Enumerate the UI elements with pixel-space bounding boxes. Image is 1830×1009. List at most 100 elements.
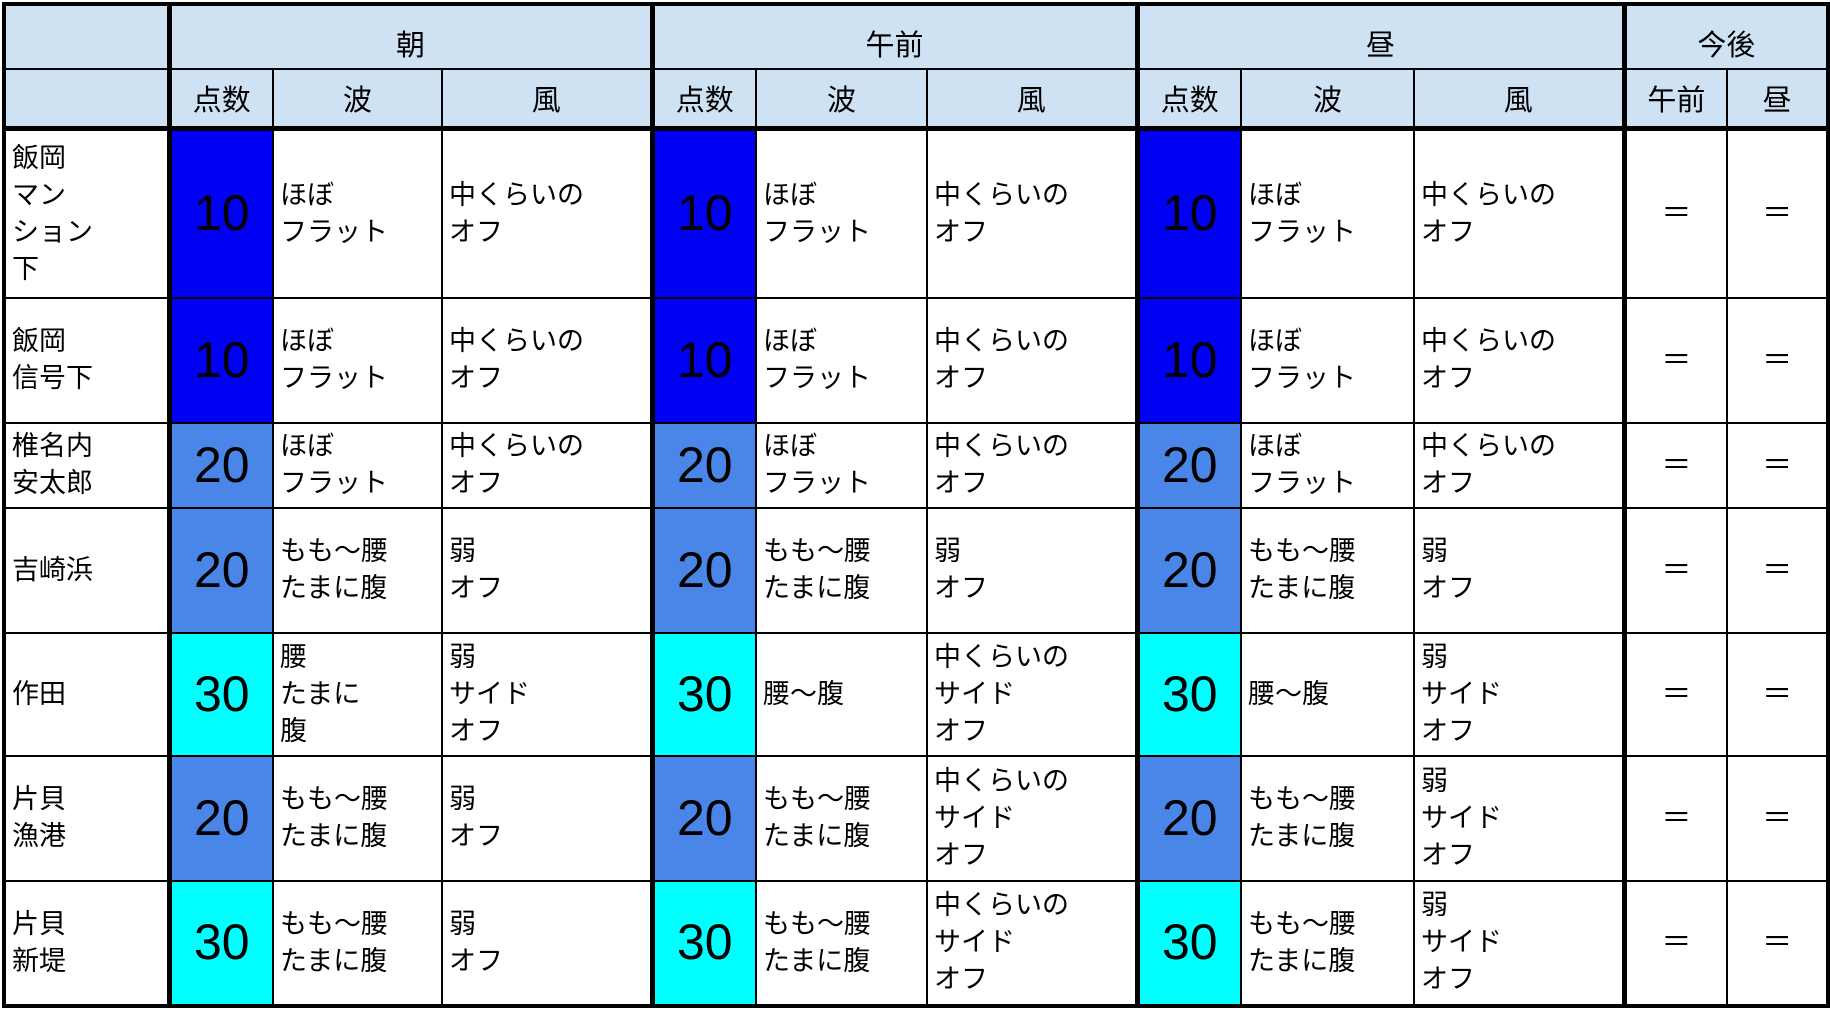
score-cell: 20 xyxy=(649,506,758,634)
future-forenoon-cell: ＝ xyxy=(1621,506,1729,634)
wave-cell: もも〜腰 たまに腹 xyxy=(1240,506,1416,634)
future-noon-cell: ＝ xyxy=(1726,506,1830,634)
score-cell: 30 xyxy=(649,879,758,1007)
score-cell: 20 xyxy=(649,754,758,882)
score-cell: 10 xyxy=(649,126,758,299)
wind-cell: 弱 サイド オフ xyxy=(1413,631,1626,757)
score-cell: 20 xyxy=(166,754,274,882)
wind-cell: 弱 オフ xyxy=(926,506,1139,634)
wind-cell: 中くらいの オフ xyxy=(440,296,654,424)
table-row: 飯岡 信号下 10 ほぼ フラット 中くらいの オフ 10 ほぼ フラット 中くらいの オフ… xyxy=(3,296,1830,424)
table-row: 片貝 新堤 30 もも〜腰 たまに腹弱 オフ 30 もも〜腰 たまに腹 中くらいの サイド… xyxy=(3,879,1830,1007)
period-header-row: 朝 午前 昼 今後 xyxy=(3,3,1830,70)
corner-cell xyxy=(3,3,170,70)
score-cell: 30 xyxy=(1134,631,1243,757)
wave-cell: もも〜腰 たまに腹 xyxy=(1240,879,1416,1007)
spot-name: 作田 xyxy=(3,631,170,757)
score-cell: 10 xyxy=(166,126,274,299)
table-row: 片貝 漁港 20 もも〜腰 たまに腹弱 オフ 20 もも〜腰 たまに腹 中くらいの サイド… xyxy=(3,754,1830,882)
wave-cell: 腰 たまに 腹 xyxy=(272,631,443,757)
wind-cell: 弱 サイド オフ xyxy=(440,631,654,757)
score-cell: 30 xyxy=(1134,879,1243,1007)
score-cell: 20 xyxy=(1134,506,1243,634)
future-forenoon-cell: ＝ xyxy=(1621,421,1729,509)
spot-name: 椎名内 安太郎 xyxy=(3,421,170,509)
wave-cell: ほぼ フラット xyxy=(755,421,929,509)
wind-cell: 中くらいの オフ xyxy=(1413,126,1626,299)
wind-cell: 中くらいの オフ xyxy=(926,421,1139,509)
wind-cell: 中くらいの サイド オフ xyxy=(926,631,1139,757)
wave-cell: もも〜腰 たまに腹 xyxy=(755,879,929,1007)
future-noon-cell: ＝ xyxy=(1726,296,1830,424)
future-noon-cell: ＝ xyxy=(1726,879,1830,1007)
col-header-wind: 風 xyxy=(440,68,654,130)
score-cell: 10 xyxy=(166,296,274,424)
col-header-score: 点数 xyxy=(1134,68,1243,130)
future-forenoon-cell: ＝ xyxy=(1621,296,1729,424)
wind-cell: 中くらいの オフ xyxy=(926,296,1139,424)
wave-cell: ほぼ フラット xyxy=(272,296,443,424)
wave-cell: ほぼ フラット xyxy=(1240,296,1416,424)
wind-cell: 中くらいの サイド オフ xyxy=(926,879,1139,1007)
wind-cell: 弱 オフ xyxy=(440,754,654,882)
wave-cell: ほぼ フラット xyxy=(1240,126,1416,299)
score-cell: 10 xyxy=(1134,126,1243,299)
wave-cell: ほぼ フラット xyxy=(755,126,929,299)
score-cell: 20 xyxy=(649,421,758,509)
spot-name: 飯岡 マン ション 下 xyxy=(3,126,170,299)
col-header-score: 点数 xyxy=(166,68,274,130)
wave-cell: 腰〜腹 xyxy=(1240,631,1416,757)
period-header-noon: 昼 xyxy=(1134,3,1626,70)
wind-cell: 中くらいの オフ xyxy=(1413,296,1626,424)
period-header-future: 今後 xyxy=(1621,3,1830,70)
future-noon-cell: ＝ xyxy=(1726,126,1830,299)
score-cell: 20 xyxy=(166,506,274,634)
future-forenoon-cell: ＝ xyxy=(1621,879,1729,1007)
col-header-wind: 風 xyxy=(926,68,1139,130)
col-header-score: 点数 xyxy=(649,68,758,130)
wave-cell: もも〜腰 たまに腹 xyxy=(272,754,443,882)
col-header-future-forenoon: 午前 xyxy=(1621,68,1729,130)
spot-name: 片貝 新堤 xyxy=(3,879,170,1007)
wave-cell: もも〜腰 たまに腹 xyxy=(755,754,929,882)
table-row: 椎名内 安太郎 20 ほぼ フラット 中くらいの オフ 20 ほぼ フラット 中くらいの オ… xyxy=(3,421,1830,509)
wind-cell: 弱 オフ xyxy=(1413,506,1626,634)
subcolumn-header-row: 点数 波 風 点数 波 風 点数 波 風 午前 昼 xyxy=(3,68,1830,130)
future-noon-cell: ＝ xyxy=(1726,631,1830,757)
wind-cell: 弱 サイド オフ xyxy=(1413,879,1626,1007)
future-forenoon-cell: ＝ xyxy=(1621,754,1729,882)
wind-cell: 弱 オフ xyxy=(440,506,654,634)
col-header-wind: 風 xyxy=(1413,68,1626,130)
wave-cell: もも〜腰 たまに腹 xyxy=(1240,754,1416,882)
spot-name: 吉崎浜 xyxy=(3,506,170,634)
score-cell: 20 xyxy=(166,421,274,509)
score-cell: 20 xyxy=(1134,754,1243,882)
score-cell: 30 xyxy=(166,879,274,1007)
future-noon-cell: ＝ xyxy=(1726,421,1830,509)
corner-cell xyxy=(3,68,170,130)
spot-name: 片貝 漁港 xyxy=(3,754,170,882)
table-row: 吉崎浜 20 もも〜腰 たまに腹弱 オフ 20 もも〜腰 たまに腹弱 オフ 20 もも〜腰 … xyxy=(3,506,1830,634)
wave-cell: ほぼ フラット xyxy=(272,126,443,299)
wave-cell: もも〜腰 たまに腹 xyxy=(272,506,443,634)
wind-cell: 中くらいの オフ xyxy=(926,126,1139,299)
wind-cell: 中くらいの オフ xyxy=(1413,421,1626,509)
period-header-morning: 朝 xyxy=(166,3,654,70)
col-header-future-noon: 昼 xyxy=(1726,68,1830,130)
period-header-forenoon: 午前 xyxy=(649,3,1139,70)
future-noon-cell: ＝ xyxy=(1726,754,1830,882)
wind-cell: 中くらいの サイド オフ xyxy=(926,754,1139,882)
wave-cell: もも〜腰 たまに腹 xyxy=(272,879,443,1007)
col-header-wave: 波 xyxy=(272,68,443,130)
wave-cell: ほぼ フラット xyxy=(755,296,929,424)
table-row: 作田 30 腰 たまに 腹弱 サイド オフ 30 腰〜腹 中くらいの サイド オフ 30 腰〜… xyxy=(3,631,1830,757)
wind-cell: 中くらいの オフ xyxy=(440,421,654,509)
future-forenoon-cell: ＝ xyxy=(1621,631,1729,757)
wave-cell: もも〜腰 たまに腹 xyxy=(755,506,929,634)
wave-cell: ほぼ フラット xyxy=(1240,421,1416,509)
score-cell: 30 xyxy=(649,631,758,757)
wave-cell: ほぼ フラット xyxy=(272,421,443,509)
score-cell: 10 xyxy=(649,296,758,424)
score-cell: 10 xyxy=(1134,296,1243,424)
